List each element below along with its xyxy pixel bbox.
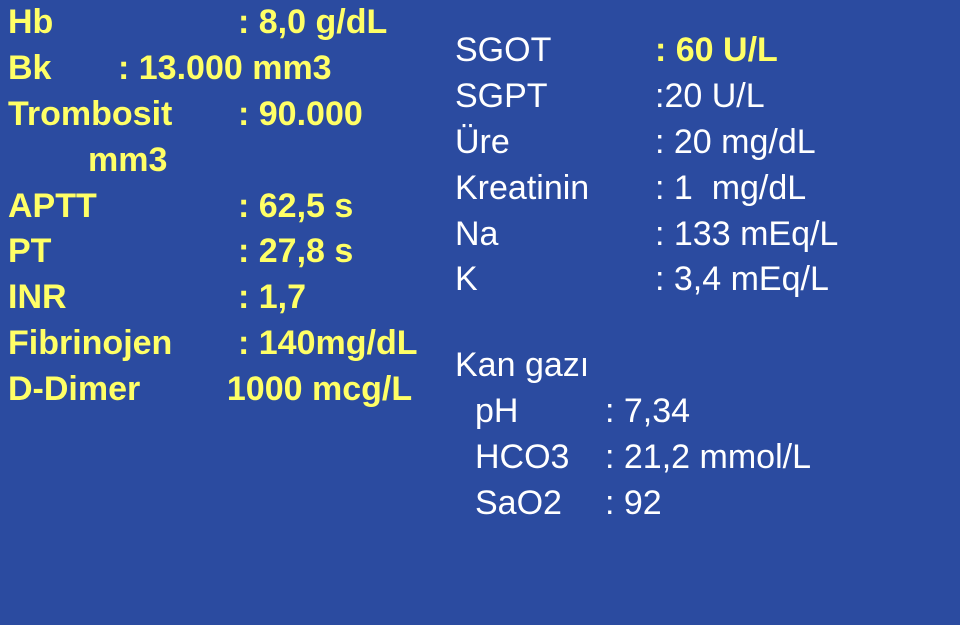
lab-value: : 8,0 g/dL (238, 0, 387, 46)
gas-value: : 7,34 (605, 389, 690, 435)
lab-value: : 13.000 mm3 (118, 46, 332, 92)
lab-row: Kreatinin: 1 mg/dL (455, 166, 838, 212)
lab-row: SGPT:20 U/L (455, 74, 838, 120)
gas-value: : 21,2 mmol/L (605, 435, 811, 481)
lab-label: mm3 (8, 138, 167, 184)
gas-row: HCO3: 21,2 mmol/L (455, 435, 838, 481)
gas-row: SaO2: 92 (455, 481, 838, 527)
lab-label: D-Dimer (8, 367, 208, 413)
blood-gas-block: Kan gazıpH: 7,34HCO3: 21,2 mmol/LSaO2: 9… (455, 343, 838, 527)
blood-gas-title: Kan gazı (455, 343, 838, 389)
lab-label: Kreatinin (455, 166, 655, 212)
lab-label: SGPT (455, 74, 655, 120)
lab-label: Bk (8, 46, 118, 92)
gas-label: SaO2 (455, 481, 605, 527)
lab-row: mm3 (8, 138, 417, 184)
gas-label: HCO3 (455, 435, 605, 481)
lab-row: D-Dimer 1000 mcg/L (8, 367, 417, 413)
lab-label: SGOT (455, 28, 655, 74)
lab-row: PT: 27,8 s (8, 229, 417, 275)
lab-label: Hb (8, 0, 238, 46)
lab-row: Na: 133 mEq/L (455, 212, 838, 258)
left-lab-column: Hb: 8,0 g/dLBk: 13.000 mm3Trombosit: 90.… (8, 0, 417, 413)
lab-value: : 60 U/L (655, 28, 778, 74)
lab-label: APTT (8, 184, 238, 230)
gas-label: pH (455, 389, 605, 435)
lab-value: : 3,4 mEq/L (655, 257, 829, 303)
lab-row: K: 3,4 mEq/L (455, 257, 838, 303)
lab-value: : 62,5 s (238, 184, 353, 230)
lab-value: : 1,7 (238, 275, 306, 321)
lab-row: Trombosit: 90.000 (8, 92, 417, 138)
gas-value: : 92 (605, 481, 662, 527)
lab-label: K (455, 257, 655, 303)
lab-row: Fibrinojen: 140mg/dL (8, 321, 417, 367)
gas-row: pH: 7,34 (455, 389, 838, 435)
lab-label: Fibrinojen (8, 321, 238, 367)
right-lab-column: SGOT: 60 U/LSGPT:20 U/LÜre: 20 mg/dLKrea… (455, 28, 838, 527)
lab-label: PT (8, 229, 238, 275)
lab-value: : 20 mg/dL (655, 120, 816, 166)
lab-row: Üre: 20 mg/dL (455, 120, 838, 166)
lab-value: 1000 mcg/L (208, 367, 412, 413)
lab-value: : 27,8 s (238, 229, 353, 275)
lab-label: Na (455, 212, 655, 258)
lab-value: : 133 mEq/L (655, 212, 838, 258)
lab-row: SGOT: 60 U/L (455, 28, 838, 74)
lab-label: INR (8, 275, 238, 321)
lab-value: : 140mg/dL (238, 321, 417, 367)
lab-label: Üre (455, 120, 655, 166)
lab-row: Hb: 8,0 g/dL (8, 0, 417, 46)
lab-value: : 1 mg/dL (655, 166, 806, 212)
lab-label: Trombosit (8, 92, 238, 138)
lab-row: Bk: 13.000 mm3 (8, 46, 417, 92)
lab-value: :20 U/L (655, 74, 765, 120)
lab-row: APTT: 62,5 s (8, 184, 417, 230)
lab-value: : 90.000 (238, 92, 363, 138)
lab-row: INR: 1,7 (8, 275, 417, 321)
